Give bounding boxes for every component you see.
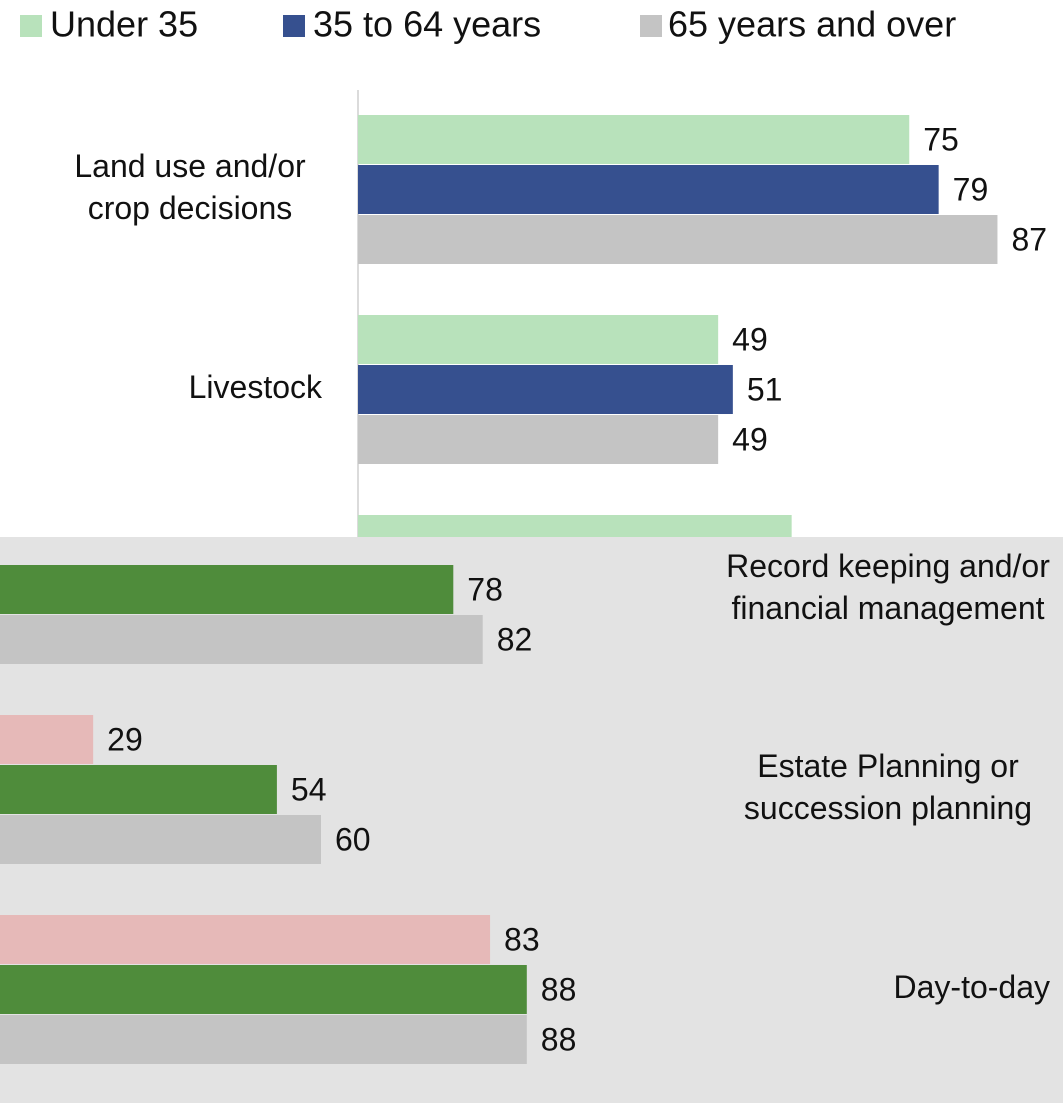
value-label: 29 [107, 721, 143, 757]
bar [358, 165, 939, 214]
bar [0, 715, 94, 764]
bar [0, 815, 321, 864]
bar [358, 415, 719, 464]
bar [358, 115, 910, 164]
category-label: Day-to-day [894, 969, 1051, 1005]
value-label: 60 [335, 821, 371, 857]
category-label: Land use and/or crop decisions [74, 148, 306, 226]
value-label: 82 [497, 621, 533, 657]
legend-swatch [640, 15, 662, 37]
bar [0, 1015, 527, 1064]
category-label: Livestock [189, 369, 323, 405]
value-label: 49 [732, 421, 768, 457]
value-label: 51 [747, 371, 783, 407]
bar [0, 765, 277, 814]
value-label: 88 [541, 971, 577, 1007]
category-label: Record keeping and/or financial managemen… [726, 548, 1050, 626]
value-label: 87 [1011, 221, 1047, 257]
legend-label: 65 years and over [668, 4, 956, 45]
bar [0, 615, 483, 664]
value-label: 79 [953, 171, 989, 207]
legend-swatch [283, 15, 305, 37]
bar [358, 215, 998, 264]
value-label: 49 [732, 321, 768, 357]
value-label: 54 [291, 771, 327, 807]
legend-label: 35 to 64 years [313, 4, 541, 45]
value-label: 78 [467, 571, 503, 607]
bar [0, 965, 527, 1014]
bar [0, 915, 491, 964]
value-label: 88 [541, 1021, 577, 1057]
value-label: 75 [923, 121, 959, 157]
legend-label: Under 35 [50, 4, 198, 45]
category-label: Estate Planning or succession planning [744, 748, 1032, 826]
bar [358, 515, 792, 537]
legend-swatch [20, 15, 42, 37]
bar [0, 565, 454, 614]
value-label: 83 [504, 921, 540, 957]
bar [358, 315, 719, 364]
bar [358, 365, 733, 414]
